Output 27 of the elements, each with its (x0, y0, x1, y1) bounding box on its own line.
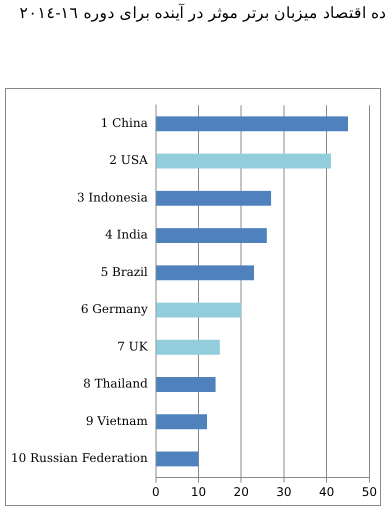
bar (156, 414, 208, 430)
y-tick-label: 4 India (105, 228, 148, 242)
y-tick-label: 7 UK (117, 339, 149, 354)
y-tick-label: 3 Indonesia (76, 190, 148, 204)
x-tick-label: 0 (152, 484, 160, 499)
bar (156, 302, 242, 318)
y-tick-label: 9 Vietnam (86, 414, 148, 428)
bar (156, 452, 198, 466)
x-tick-label: 10 (190, 484, 206, 499)
y-tick-label: 1 China (100, 116, 148, 130)
y-tick-label: 6 Germany (80, 302, 148, 316)
bar (156, 265, 254, 280)
bar (156, 190, 272, 206)
bar (156, 377, 216, 392)
chart-title: ده اقتصاد میزبان برتر موثر در آینده برای دوره ١٦-٢٠١٤ (18, 4, 386, 22)
bar (156, 228, 267, 243)
y-tick-label: 10 Russian Federation (10, 451, 148, 466)
y-tick-label: 5 Brazil (100, 264, 148, 279)
x-tick-label: 50 (362, 484, 378, 499)
x-tick-label: 40 (319, 484, 334, 499)
y-tick-label: 8 Thailand (83, 376, 148, 391)
y-tick-label: 2 USA (109, 153, 148, 168)
bar (156, 154, 331, 169)
bar (156, 116, 348, 132)
x-tick-label: 20 (234, 484, 249, 499)
bar (156, 340, 220, 355)
x-tick-label: 30 (276, 484, 292, 499)
